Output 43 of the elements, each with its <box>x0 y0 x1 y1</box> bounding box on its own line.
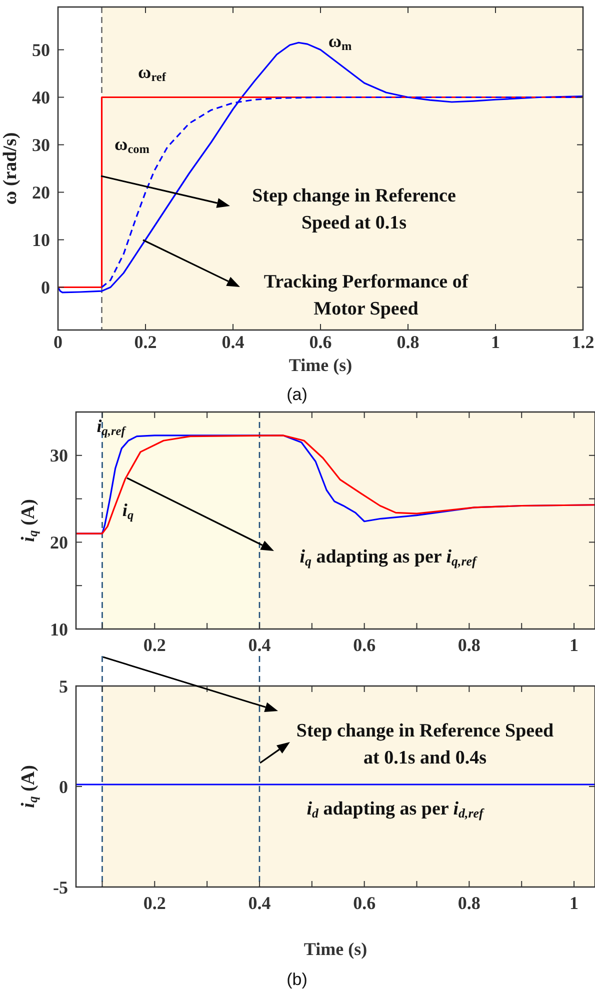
series-label: i$_{q}$ <box>122 500 134 522</box>
x-tick-label: 1 <box>570 893 579 913</box>
text: (b) <box>286 970 308 989</box>
x-tick-label: 1.2 <box>572 332 594 352</box>
x-tick-label: 0.8 <box>396 332 420 352</box>
series-label: ω$_{ref}$ <box>138 62 167 84</box>
x-tick-label: 0.8 <box>458 893 480 913</box>
series-label: ω$_{com}$ <box>114 134 150 156</box>
x-tick-label: 0.4 <box>248 893 271 913</box>
x-tick-label: 1 <box>491 332 500 352</box>
annotation: i$_{d}$ adapting as per i$_{d,ref}$ <box>306 798 485 821</box>
y-tick-label: 30 <box>32 135 50 156</box>
x-tick-label: 0.2 <box>143 635 166 655</box>
x-tick-label: 1 <box>570 635 579 655</box>
series-label: ω$_{m}$ <box>328 31 352 53</box>
y-tick-label: 5 <box>59 676 68 696</box>
x-tick-label: 0.2 <box>143 893 166 913</box>
series-label: i$_{q,ref}$ <box>96 416 128 438</box>
x-tick-label: 0.6 <box>353 893 376 913</box>
x-axis-title: Time (s) <box>304 939 368 959</box>
y-tick-label: 0 <box>41 278 50 298</box>
y-tick-label: -5 <box>53 877 68 898</box>
annotation: Step change in Reference Speed at 0.1s and 0.4s <box>296 720 554 768</box>
x-tick-label: 0.6 <box>353 635 376 655</box>
annotation: Step change in Reference Speed at 0.1s <box>252 186 456 234</box>
annotation: Tracking Performance of Motor Speed <box>264 272 469 320</box>
x-tick-label: 0.8 <box>458 635 480 655</box>
y-axis-title: ω (rad/s) <box>0 132 21 205</box>
x-tick-label: 0.6 <box>309 332 332 352</box>
x-axis-title: Time (s) <box>288 355 352 375</box>
y-tick-label: 50 <box>32 40 50 60</box>
y-tick-label: 0 <box>59 776 68 797</box>
y-tick-label: 40 <box>32 88 50 108</box>
x-tick-label: 0.4 <box>248 635 271 655</box>
y-tick-label: 20 <box>32 182 50 203</box>
y-tick-label: 10 <box>32 230 50 250</box>
text: (a) <box>286 384 308 404</box>
x-tick-label: 0.2 <box>134 332 157 352</box>
y-tick-label: 10 <box>50 619 68 640</box>
annotation: i$_{q}$ adapting as per i$_{q,ref}$ <box>300 546 478 569</box>
y-tick-label: 30 <box>50 446 68 466</box>
y-tick-label: 20 <box>50 532 68 552</box>
x-tick-label: 0.4 <box>222 332 244 352</box>
